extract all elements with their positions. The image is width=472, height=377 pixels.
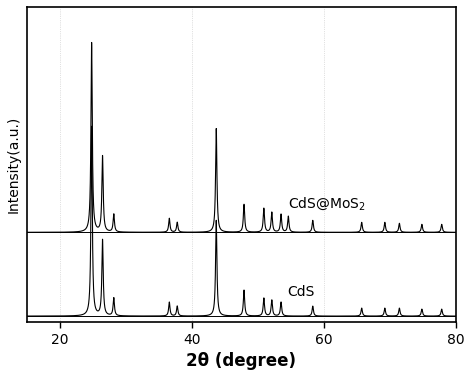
Y-axis label: Intensity(a.u.): Intensity(a.u.)	[7, 116, 21, 213]
Text: CdS@MoS$_2$: CdS@MoS$_2$	[287, 196, 365, 212]
X-axis label: 2θ (degree): 2θ (degree)	[186, 352, 296, 370]
Text: CdS: CdS	[287, 285, 315, 299]
